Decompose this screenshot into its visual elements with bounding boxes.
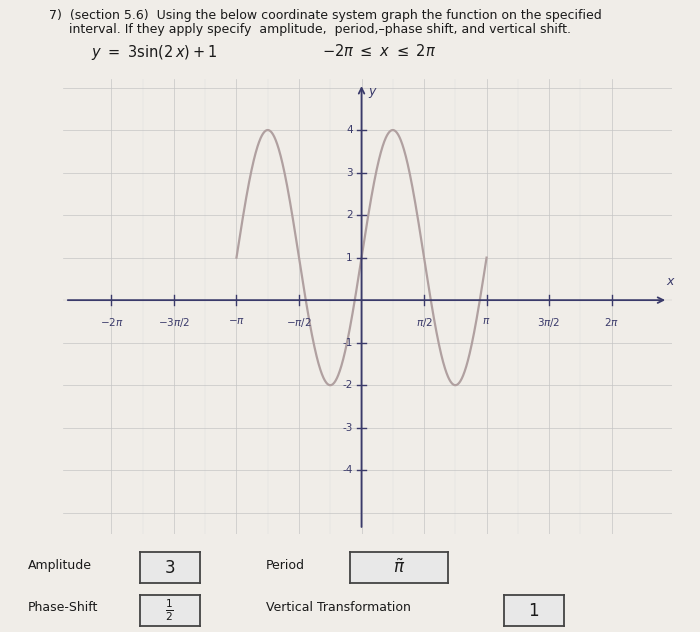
- Text: 4: 4: [346, 125, 353, 135]
- Text: 3: 3: [164, 559, 175, 576]
- Text: x: x: [666, 275, 673, 288]
- Text: $\mathregular{\frac{1}{2}}$: $\mathregular{\frac{1}{2}}$: [165, 598, 174, 623]
- Text: $\pi$: $\pi$: [482, 316, 491, 326]
- Text: 1: 1: [528, 602, 539, 619]
- Text: 7)  (section 5.6)  Using the below coordinate system graph the function on the s: 7) (section 5.6) Using the below coordin…: [49, 9, 602, 23]
- Text: $-\pi/2$: $-\pi/2$: [286, 316, 312, 329]
- Text: $-2\pi$: $-2\pi$: [99, 316, 123, 328]
- Text: $3\pi/2$: $3\pi/2$: [538, 316, 561, 329]
- Text: $2\pi$: $2\pi$: [604, 316, 619, 328]
- Text: Amplitude: Amplitude: [28, 559, 92, 572]
- Text: Phase-Shift: Phase-Shift: [28, 602, 99, 614]
- Text: $-2\pi\ \leq\ x\ \leq\ 2\pi$: $-2\pi\ \leq\ x\ \leq\ 2\pi$: [322, 43, 436, 59]
- Text: Period: Period: [266, 559, 305, 572]
- Text: 2: 2: [346, 210, 353, 220]
- Text: Vertical Transformation: Vertical Transformation: [266, 602, 411, 614]
- Text: -1: -1: [342, 337, 353, 348]
- Text: 3: 3: [346, 167, 353, 178]
- Text: interval. If they apply specify  amplitude,  period,–phase shift, and vertical s: interval. If they apply specify amplitud…: [49, 23, 571, 37]
- Text: -3: -3: [342, 423, 353, 433]
- Text: 1: 1: [346, 253, 353, 263]
- Text: $y\ =\ 3\sin(2\,x)+1$: $y\ =\ 3\sin(2\,x)+1$: [91, 43, 217, 62]
- Text: $-\pi$: $-\pi$: [228, 316, 245, 326]
- Text: -2: -2: [342, 380, 353, 390]
- Text: $-3\pi/2$: $-3\pi/2$: [158, 316, 190, 329]
- Text: -4: -4: [342, 465, 353, 475]
- Text: $\tilde{\pi}$: $\tilde{\pi}$: [393, 559, 405, 576]
- Text: $\pi/2$: $\pi/2$: [416, 316, 433, 329]
- Text: y: y: [369, 85, 376, 99]
